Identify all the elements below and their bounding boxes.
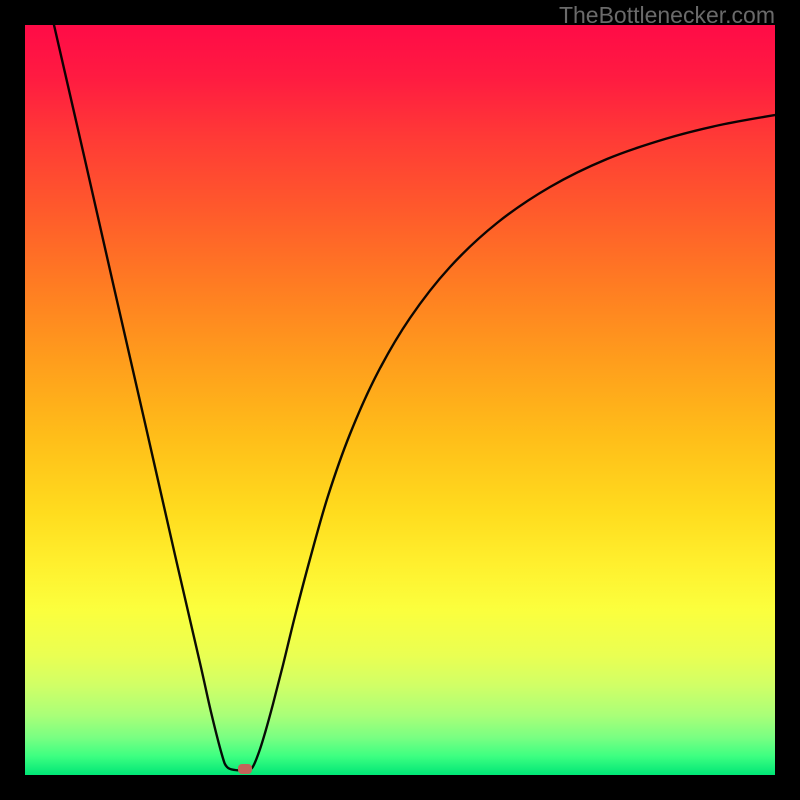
chart-frame: TheBottlenecker.com [0,0,800,800]
bottleneck-curve [25,25,775,775]
optimum-marker [238,764,252,774]
watermark-text: TheBottlenecker.com [559,2,775,29]
plot-area [25,25,775,775]
curve-path [54,25,775,770]
